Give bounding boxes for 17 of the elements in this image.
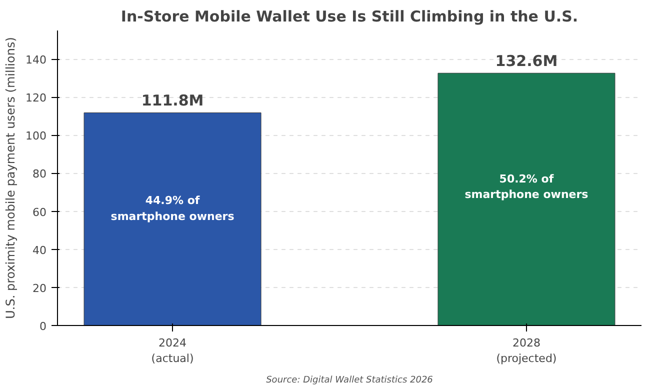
y-tick-label: 120	[26, 92, 47, 105]
chart-title: In-Store Mobile Wallet Use Is Still Climbing in the U.S.	[120, 8, 578, 26]
y-tick-label: 40	[32, 244, 47, 257]
y-tick-label: 60	[32, 206, 47, 219]
y-tick-label: 0	[40, 320, 46, 333]
y-tick-label: 80	[32, 168, 47, 181]
data-label: 132.6M	[495, 52, 558, 70]
x-tick-label: 2024 (actual)	[151, 336, 194, 366]
y-tick-label: 20	[32, 282, 47, 295]
y-tick-label: 100	[26, 130, 47, 143]
annotation: 50.2% of smartphone owners	[464, 172, 589, 201]
y-axis-title: U.S. proximity mobile payment users (millions)	[4, 37, 18, 319]
x-tick-label: 2028 (projected)	[496, 336, 557, 366]
source-note: Source: Digital Wallet Statistics 2026	[266, 376, 434, 386]
data-label: 111.8M	[141, 92, 204, 110]
annotation: 44.9% of smartphone owners	[110, 194, 235, 223]
y-tick-label: 140	[26, 54, 47, 67]
